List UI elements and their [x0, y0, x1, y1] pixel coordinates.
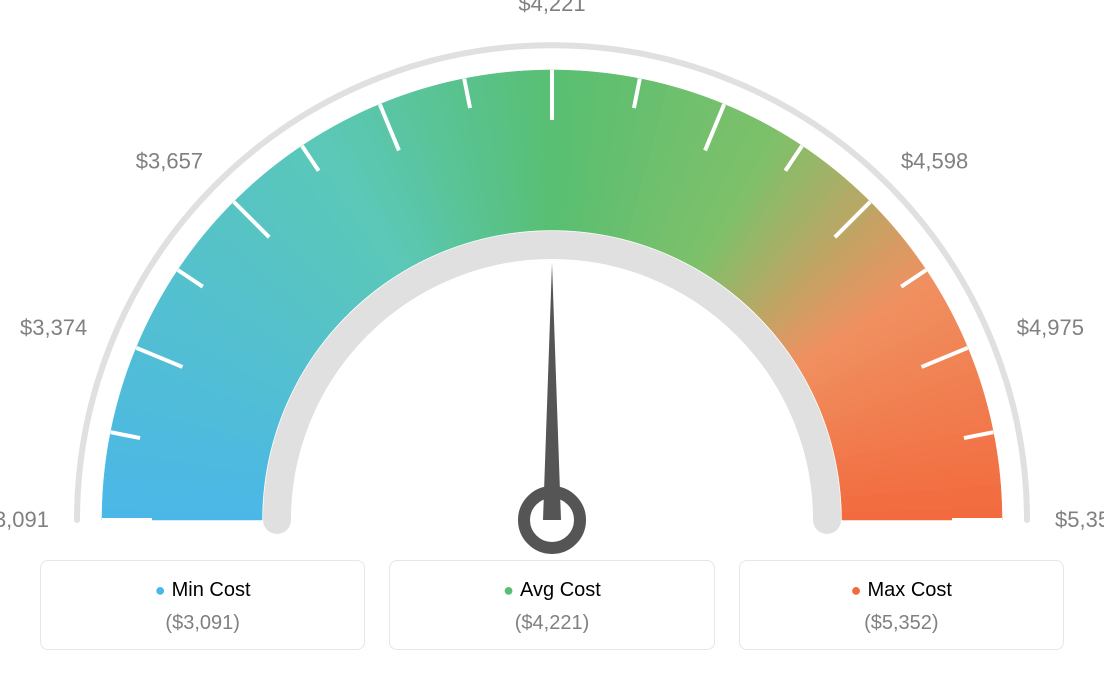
- gauge-svg: [0, 0, 1104, 560]
- legend-card-avg: ● Avg Cost ($4,221): [389, 560, 714, 650]
- legend-value-min: ($3,091): [51, 612, 354, 635]
- legend-card-min: ● Min Cost ($3,091): [40, 560, 365, 650]
- legend-title-text: Min Cost: [172, 579, 251, 601]
- legend-card-max: ● Max Cost ($5,352): [739, 560, 1064, 650]
- gauge-tick-label: $4,975: [1017, 315, 1084, 341]
- gauge-tick-label: $3,091: [0, 507, 49, 533]
- chart-container: $3,091 $3,374 $3,657 $4,221 $4,598 $4,975 $5,3…: [0, 0, 1104, 690]
- legend-value-avg: ($4,221): [400, 612, 703, 635]
- gauge: $3,091 $3,374 $3,657 $4,221 $4,598 $4,975 $5,3…: [0, 0, 1104, 560]
- legend: ● Min Cost ($3,091) ● Avg Cost ($4,221) ● M…: [0, 560, 1104, 650]
- gauge-tick-label: $4,221: [518, 0, 585, 17]
- legend-title-max: ● Max Cost: [750, 579, 1053, 602]
- legend-title-text: Max Cost: [868, 579, 952, 601]
- gauge-tick-label: $3,657: [136, 149, 203, 175]
- legend-title-min: ● Min Cost: [51, 579, 354, 602]
- legend-title-text: Avg Cost: [520, 579, 601, 601]
- gauge-tick-label: $3,374: [20, 315, 87, 341]
- dot-icon: ●: [503, 580, 514, 600]
- gauge-tick-label: $5,352: [1055, 507, 1104, 533]
- dot-icon: ●: [155, 580, 166, 600]
- gauge-tick-label: $4,598: [901, 149, 968, 175]
- legend-value-max: ($5,352): [750, 612, 1053, 635]
- dot-icon: ●: [851, 580, 862, 600]
- legend-title-avg: ● Avg Cost: [400, 579, 703, 602]
